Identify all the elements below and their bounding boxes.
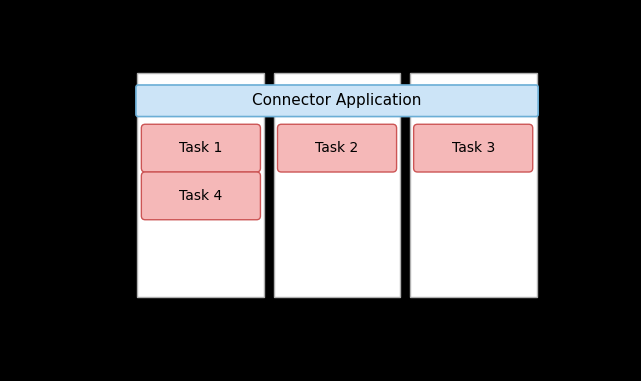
Text: Worker 3: Worker 3 [442,303,504,317]
FancyBboxPatch shape [136,85,538,117]
FancyBboxPatch shape [410,74,537,297]
Text: Task 2: Task 2 [315,141,359,155]
Text: Connector Application: Connector Application [253,93,422,108]
FancyBboxPatch shape [278,124,397,172]
Text: Task 4: Task 4 [179,189,222,203]
Text: Worker 1: Worker 1 [170,303,232,317]
FancyBboxPatch shape [137,74,264,297]
Text: Worker 2: Worker 2 [306,303,368,317]
FancyBboxPatch shape [142,172,260,220]
Text: Task 3: Task 3 [451,141,495,155]
FancyBboxPatch shape [274,74,401,297]
Text: Task 1: Task 1 [179,141,222,155]
FancyBboxPatch shape [413,124,533,172]
FancyBboxPatch shape [142,124,260,172]
